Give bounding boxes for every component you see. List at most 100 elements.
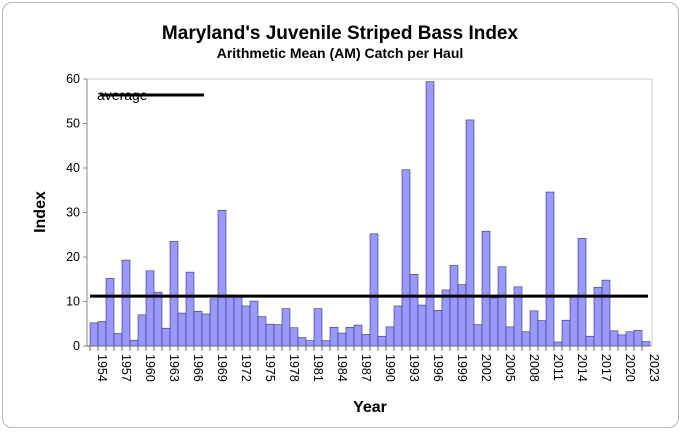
y-tick-label: 40 (66, 161, 80, 175)
bar-2009 (529, 310, 539, 347)
x-tick-label: 1966 (191, 354, 205, 382)
bar-1981 (305, 340, 315, 347)
y-tick-label: 20 (66, 250, 80, 264)
x-tick-label: 1978 (287, 354, 301, 382)
y-tick-label: 50 (66, 117, 80, 131)
bar-1995 (417, 304, 427, 347)
bar-1975 (257, 316, 267, 347)
bar-2011 (545, 191, 555, 347)
bar-1978 (281, 308, 291, 347)
x-tick-label: 2017 (599, 354, 613, 382)
bar-1980 (297, 337, 307, 347)
bar-1982 (313, 308, 323, 347)
x-tick-label: 1969 (215, 354, 229, 382)
bar-1955 (97, 321, 107, 347)
chart-frame (2, 2, 679, 428)
bar-1996 (425, 81, 435, 347)
x-tick-label: 1981 (311, 354, 325, 382)
bar-1977 (273, 324, 283, 347)
bar-1973 (241, 305, 251, 347)
bar-1986 (345, 327, 355, 347)
bar-1961 (145, 270, 155, 347)
bar-1960 (137, 314, 147, 347)
bar-1970 (217, 209, 227, 347)
bar-2019 (609, 330, 619, 347)
bar-1985 (337, 332, 347, 347)
bar-2008 (521, 331, 531, 347)
chart-title: Maryland's Juvenile Striped Bass Index (162, 23, 519, 44)
bar-1964 (169, 241, 179, 347)
x-tick-label: 2005 (503, 354, 517, 382)
bar-1991 (385, 326, 395, 347)
y-tick-label: 60 (66, 72, 80, 86)
legend-average-label: average (97, 87, 148, 103)
bar-2012 (553, 341, 563, 347)
bar-2015 (577, 238, 587, 347)
bar-1976 (265, 323, 275, 347)
bar-1987 (353, 324, 363, 347)
bar-1969 (209, 298, 219, 347)
bar-1983 (321, 340, 331, 347)
bar-2013 (561, 319, 571, 347)
bar-2005 (497, 266, 507, 347)
bar-2006 (505, 326, 515, 347)
bar-1962 (153, 291, 163, 347)
bar-1990 (377, 335, 387, 347)
x-tick-label: 2002 (479, 354, 493, 382)
bar-1959 (129, 339, 139, 347)
x-tick-label: 1990 (383, 354, 397, 382)
bar-1998 (441, 289, 451, 347)
chart-subtitle: Arithmetic Mean (AM) Catch per Haul (217, 45, 464, 61)
bar-1989 (369, 233, 379, 347)
bar-1956 (105, 278, 115, 347)
x-tick-label: 1972 (239, 354, 253, 382)
bar-2000 (457, 284, 467, 347)
x-tick-label: 1984 (335, 354, 349, 382)
bar-1992 (393, 305, 403, 347)
bar-1968 (201, 313, 211, 347)
bar-2003 (481, 230, 491, 347)
bar-2010 (537, 320, 547, 347)
bar-2022 (633, 330, 643, 347)
y-tick-label: 0 (73, 339, 80, 353)
bar-1972 (233, 296, 243, 347)
bar-1965 (177, 312, 187, 347)
bar-2002 (473, 324, 483, 347)
x-tick-label: 1975 (263, 354, 277, 382)
y-tick-label: 30 (66, 206, 80, 220)
bar-2020 (617, 334, 627, 347)
bar-1967 (193, 310, 203, 347)
x-tick-label: 1957 (119, 354, 133, 382)
bar-1979 (289, 327, 299, 347)
x-tick-label: 1999 (455, 354, 469, 382)
x-tick-label: 1987 (359, 354, 373, 382)
x-tick-label: 1963 (167, 354, 181, 382)
x-tick-label: 2008 (527, 354, 541, 382)
bar-2001 (465, 119, 475, 347)
bar-1993 (401, 169, 411, 347)
bar-1954 (89, 322, 99, 347)
x-tick-label: 2023 (647, 354, 661, 382)
bar-1994 (409, 274, 419, 347)
bar-2004 (489, 297, 499, 347)
bar-1958 (121, 259, 131, 347)
bar-2016 (585, 335, 595, 347)
x-tick-label: 1993 (407, 354, 421, 382)
x-tick-label: 1996 (431, 354, 445, 382)
bar-1999 (449, 265, 459, 347)
bar-1971 (225, 294, 235, 347)
y-tick-label: 10 (66, 295, 80, 309)
x-tick-label: 1960 (143, 354, 157, 382)
bar-2014 (569, 296, 579, 347)
bar-1974 (249, 300, 259, 347)
x-tick-label: 2020 (623, 354, 637, 382)
x-tick-label: 1954 (95, 354, 109, 382)
bar-1966 (185, 271, 195, 347)
y-axis-title: Index (32, 191, 49, 233)
bar-1957 (113, 333, 123, 347)
x-axis-title: Year (353, 399, 387, 416)
x-tick-label: 2011 (551, 354, 565, 381)
x-tick-label: 2014 (575, 354, 589, 382)
bar-1988 (361, 334, 371, 347)
